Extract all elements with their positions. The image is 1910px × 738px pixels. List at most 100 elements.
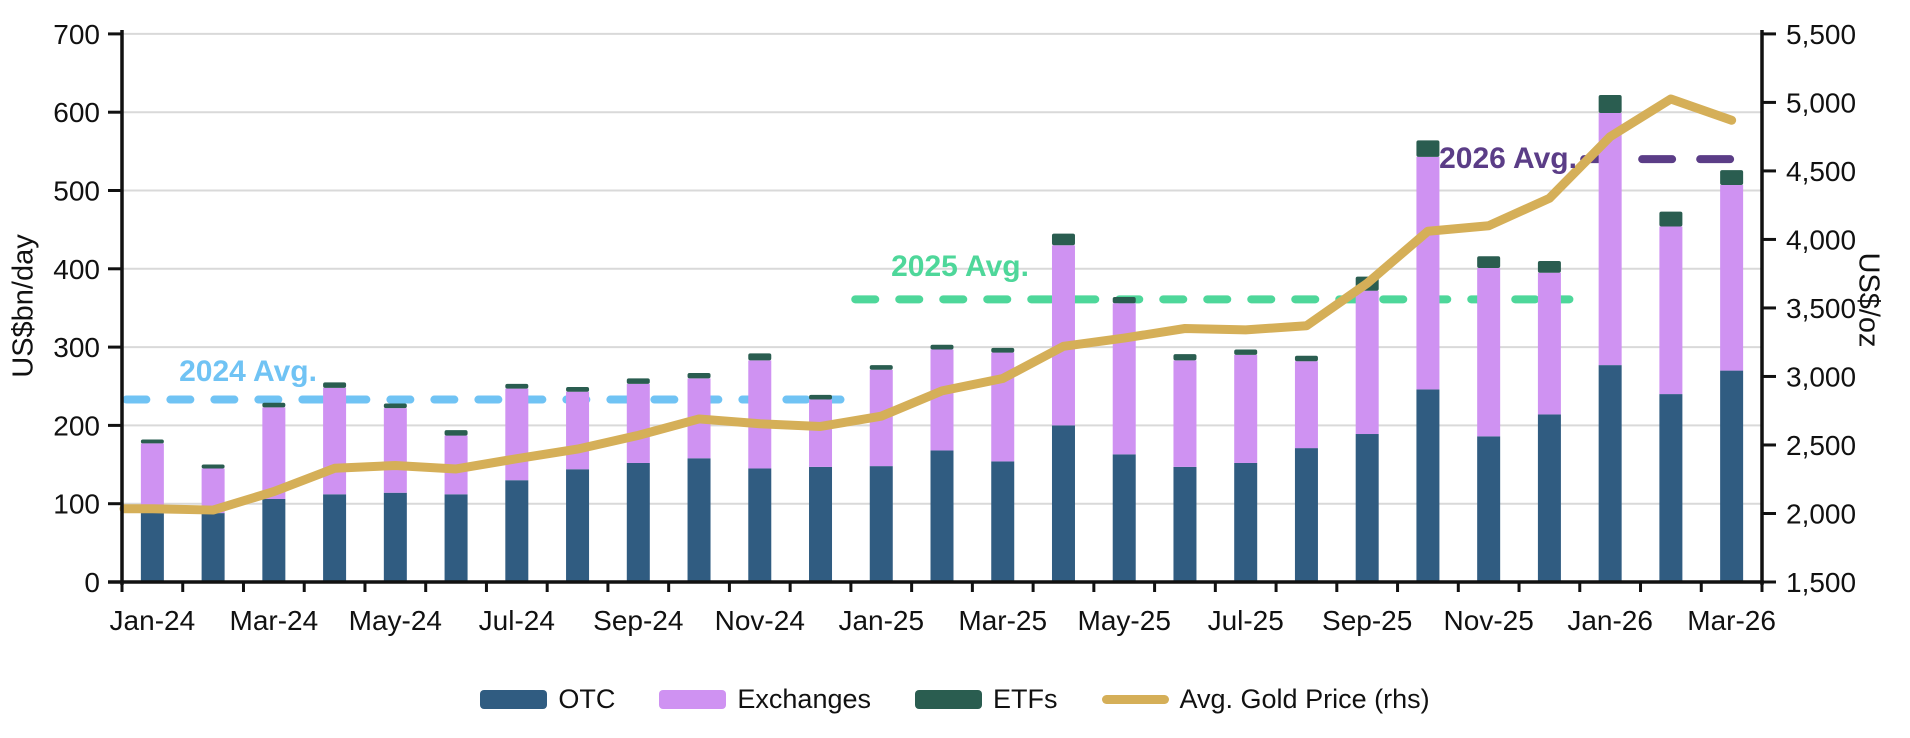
legend-label-otc: OTC [558,684,616,714]
bar-etfs-Feb-25 [930,344,954,350]
bar-exchanges-Apr-24 [323,387,347,495]
bar-etfs-Apr-24 [323,382,347,388]
left-axis-tick-label: 200 [53,410,100,441]
x-axis-tick-label: Nov-24 [715,605,805,636]
x-axis-tick-label: Jul-24 [479,605,555,636]
x-axis-tick-label: Mar-26 [1687,605,1776,636]
bars-layer [140,94,1744,582]
bar-otc-Mar-25 [991,461,1015,582]
bar-etfs-Mar-26 [1720,170,1744,186]
bar-exchanges-Jan-26 [1598,112,1622,366]
bar-otc-May-25 [1112,454,1136,582]
bar-etfs-Feb-26 [1659,211,1683,227]
left-axis-tick-label: 100 [53,489,100,520]
right-axis-tick-label: 4,500 [1786,156,1856,187]
left-axis-tick-label: 400 [53,254,100,285]
bar-etfs-Jan-26 [1598,94,1622,113]
left-axis-tick-label: 0 [84,567,100,598]
bar-etfs-Oct-24 [687,372,711,379]
bar-exchanges-Mar-24 [262,407,286,500]
x-axis-tick-label: Nov-25 [1444,605,1534,636]
bar-etfs-Jan-25 [869,365,893,370]
legend-item-exchanges: Exchanges [659,684,871,715]
x-axis-tick-label: Jan-24 [110,605,196,636]
bar-etfs-Aug-24 [566,387,590,392]
bar-exchanges-Nov-24 [748,360,772,469]
otc-swatch [480,690,548,709]
avg-2025-label: 2025 Avg. [891,250,1029,283]
x-axis-tick-label: May-25 [1078,605,1171,636]
bar-etfs-Mar-24 [262,402,286,408]
bar-otc-Oct-24 [687,458,711,582]
bar-otc-Jun-24 [444,494,468,582]
left-axis-tick-label: 300 [53,332,100,363]
bar-otc-Jul-24 [505,480,529,582]
right-axis-tick-label: 2,000 [1786,498,1856,529]
bar-otc-Nov-24 [748,468,772,582]
bar-exchanges-Jan-24 [140,443,164,510]
bar-otc-Oct-25 [1416,389,1440,582]
x-axis-tick-label: Jul-25 [1208,605,1284,636]
x-axis-tick-label: Sep-25 [1322,605,1412,636]
bar-etfs-Jun-25 [1173,354,1197,361]
bar-otc-Mar-26 [1720,370,1744,582]
bar-etfs-Nov-24 [748,353,772,361]
bar-otc-Feb-24 [201,513,225,582]
bar-exchanges-Aug-25 [1294,361,1318,449]
bar-exchanges-Feb-26 [1659,226,1683,395]
bar-otc-Jun-25 [1173,466,1197,582]
bar-otc-Jan-26 [1598,365,1622,582]
x-axis-tick-label: May-24 [349,605,442,636]
bar-otc-Feb-26 [1659,394,1683,582]
left-axis-title: US$bn/day [7,234,40,378]
bar-otc-Jan-24 [140,509,164,582]
bar-exchanges-Jul-25 [1234,354,1258,463]
bar-etfs-Mar-25 [991,347,1015,353]
bar-etfs-Jun-24 [444,430,468,436]
bar-otc-Mar-24 [262,499,286,582]
left-axis-tick-label: 600 [53,97,100,128]
bar-exchanges-Dec-25 [1537,272,1561,415]
right-axis-tick-label: 5,000 [1786,87,1856,118]
bar-etfs-Aug-25 [1294,355,1318,362]
bar-exchanges-Sep-25 [1355,290,1379,435]
x-axis-tick-label: Jan-26 [1567,605,1653,636]
right-axis-title: US$/oz [1852,252,1885,348]
left-axis-tick-label: 500 [53,176,100,207]
legend-item-gold-price: Avg. Gold Price (rhs) [1101,684,1430,715]
exchanges-swatch [659,690,727,709]
bar-etfs-Dec-25 [1537,260,1561,273]
x-axis-tick-label: Sep-24 [593,605,683,636]
right-axis-tick-label: 3,000 [1786,361,1856,392]
right-axis-tick-label: 5,500 [1786,19,1856,50]
tick-labels: 0 100 200 300 400 500 600 700 1,500 2,000 2,500 3,0… [53,19,1856,636]
legend-item-etfs: ETFs [915,684,1058,715]
etfs-swatch [915,690,982,709]
bar-exchanges-Mar-26 [1720,185,1744,371]
bar-exchanges-Dec-24 [809,399,833,467]
bar-otc-Apr-24 [323,494,347,582]
avg-2024-label: 2024 Avg. [179,355,317,388]
bar-etfs-Nov-25 [1477,256,1501,269]
bar-exchanges-Feb-24 [201,468,225,514]
bar-etfs-Jul-24 [505,383,529,389]
bar-otc-Feb-25 [930,450,954,582]
left-axis-tick-label: 700 [53,19,100,50]
bar-otc-Dec-24 [809,466,833,582]
legend-label-exchanges: Exchanges [737,684,871,714]
x-axis-tick-label: Jan-25 [838,605,924,636]
axes-and-ticks [108,30,1776,592]
bar-exchanges-Sep-24 [626,383,650,463]
bar-otc-Aug-25 [1294,448,1318,582]
bar-exchanges-Apr-25 [1051,245,1075,426]
legend-label-gold-price: Avg. Gold Price (rhs) [1179,684,1430,714]
bar-exchanges-Feb-25 [930,349,954,451]
legend: OTC Exchanges ETFs Avg. Gold Price (rhs) [0,684,1910,715]
bar-etfs-Jul-25 [1234,349,1258,355]
bar-exchanges-Nov-25 [1477,268,1501,437]
bar-otc-Nov-25 [1477,436,1501,582]
right-axis-tick-label: 2,500 [1786,430,1856,461]
bar-exchanges-Oct-25 [1416,156,1440,390]
bar-exchanges-Jul-24 [505,388,529,481]
